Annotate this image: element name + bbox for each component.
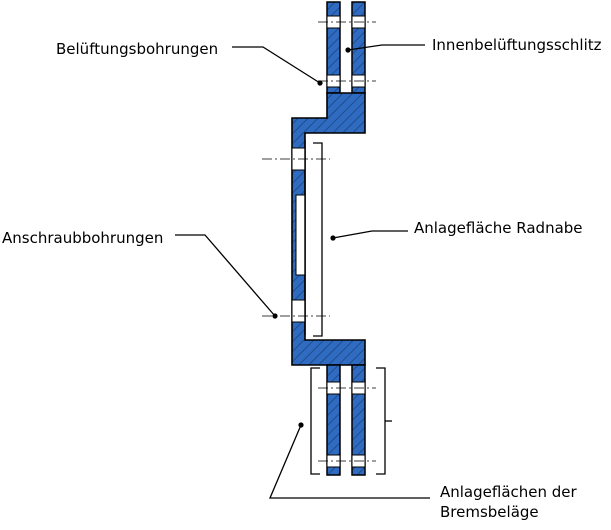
leader-belueftungsbohrungen bbox=[232, 46, 321, 84]
centerlines bbox=[262, 21, 376, 462]
leader-dots bbox=[272, 47, 351, 428]
disc-hat bbox=[291, 92, 366, 366]
pad-bracket-left bbox=[310, 367, 320, 475]
leader-anlageflaeche-radnabe bbox=[332, 230, 408, 239]
label-anlageflaeche-radnabe: Anlagefläche Radnabe bbox=[414, 219, 583, 237]
leader-anschraubbohrungen bbox=[175, 234, 276, 317]
label-belueftungsbohrungen: Belüftungsbohrungen bbox=[56, 40, 218, 58]
hub-face-bracket bbox=[313, 142, 323, 337]
leader-innenbelueftungsschlitz bbox=[347, 44, 425, 51]
dot-belueftungsbohrungen bbox=[317, 80, 323, 86]
dot-anlageflaechen-bremsbelaege bbox=[298, 422, 304, 428]
dot-innenbelueftungsschlitz bbox=[345, 47, 351, 53]
dot-anschraubbohrungen bbox=[272, 313, 278, 319]
leader-anlageflaechen-bremsbelaege bbox=[269, 424, 430, 499]
dot-anlageflaeche-radnabe bbox=[330, 235, 336, 241]
hub-recess bbox=[295, 194, 306, 276]
hub-bolt-hole-lower bbox=[291, 299, 306, 323]
upper-friction-ring bbox=[326, 1, 366, 94]
label-innenbelueftungsschlitz: Innenbelüftungsschlitz bbox=[432, 36, 602, 54]
label-anlageflaechen-line2: Bremsbeläge bbox=[440, 503, 539, 521]
lower-friction-ring bbox=[326, 364, 366, 476]
label-anlageflaechen-line1: Anlageflächen der bbox=[440, 483, 578, 501]
label-anschraubbohrungen: Anschraubbohrungen bbox=[2, 229, 163, 247]
hat-section bbox=[291, 92, 366, 366]
leaders bbox=[175, 44, 430, 499]
brackets bbox=[310, 142, 392, 475]
pad-bracket-right bbox=[376, 367, 386, 475]
